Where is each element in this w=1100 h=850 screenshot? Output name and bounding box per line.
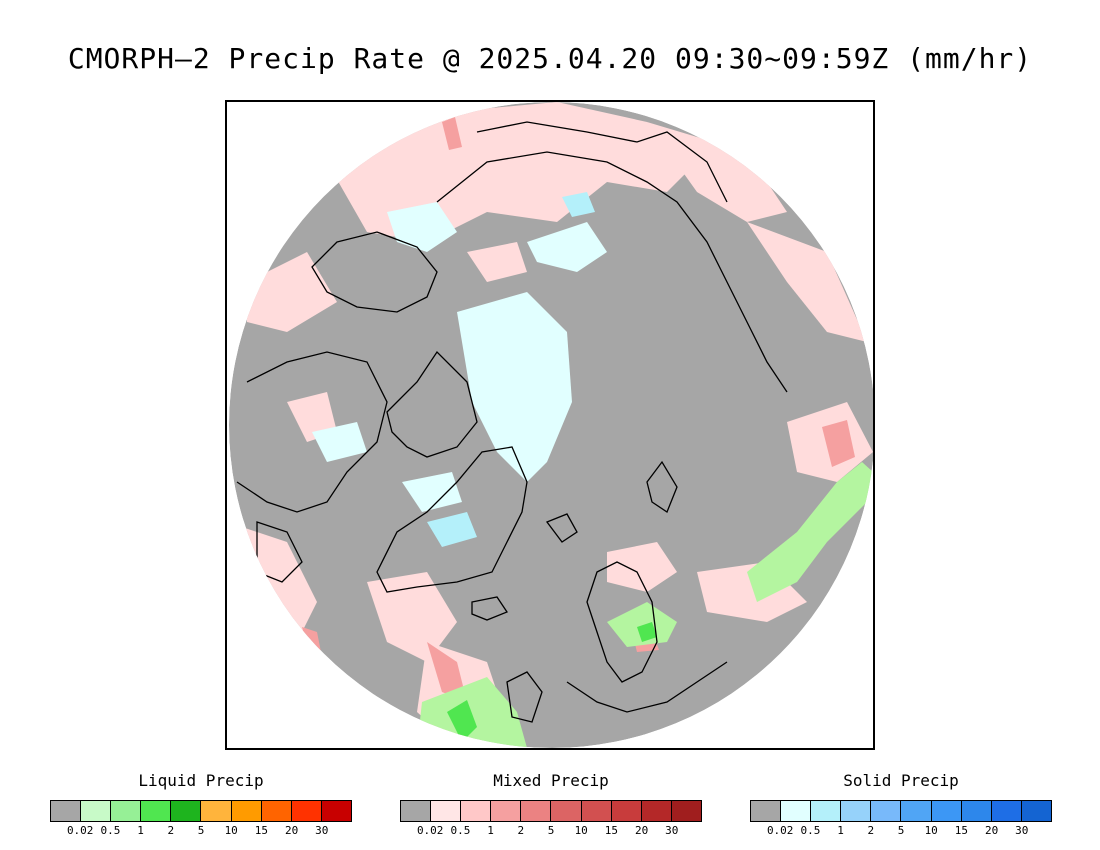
legend-tick: 10 — [574, 824, 588, 837]
legend-swatch — [931, 801, 962, 821]
legend-swatch — [751, 801, 782, 821]
legend-swatch — [141, 801, 172, 821]
legend-tick: 1 — [137, 824, 144, 837]
alaska-coast — [311, 231, 438, 313]
polar-map-svg — [229, 102, 873, 748]
legend-tick: 1 — [487, 824, 494, 837]
liquid-precip-light-areas — [417, 462, 873, 748]
legend-tick: 0.02 — [766, 824, 794, 837]
svalbard-coast — [545, 513, 578, 543]
solid-precip-medium-areas — [427, 192, 595, 547]
legend-swatch — [1021, 801, 1051, 821]
canada-mainland-coast — [236, 351, 388, 513]
eastern-siberia-coast — [476, 121, 728, 203]
legend-label: Liquid Precip — [138, 771, 264, 790]
iceland-coast — [471, 596, 508, 621]
legend-tick: 2 — [867, 824, 875, 837]
legend-tick-labels: 0.02 0.5 1 2 5 10 15 20 30 — [400, 824, 702, 838]
legend-mixed: Mixed Precip 0.02 0.5 1 2 5 10 15 20 30 — [400, 770, 702, 838]
legend-swatch — [81, 801, 112, 821]
legend-tick: 15 — [254, 824, 269, 837]
solid-precip-light-areas — [312, 202, 607, 512]
legend-tick-labels: 0.02 0.5 1 2 5 10 15 20 30 — [50, 824, 352, 838]
legend-tick: 30 — [315, 824, 329, 837]
legend-tick: 30 — [1015, 824, 1029, 837]
legend-swatch — [491, 801, 522, 821]
legend-tick: 10 — [924, 824, 938, 837]
legend-solid: Solid Precip 0.02 0.5 1 2 5 10 15 20 30 — [750, 770, 1052, 838]
legend-label: Solid Precip — [843, 771, 959, 790]
legend-swatch — [521, 801, 552, 821]
europe-coast — [566, 661, 728, 713]
legend-tick: 10 — [224, 824, 238, 837]
legend-swatch — [291, 801, 322, 821]
legend-color-bar — [50, 800, 352, 822]
legend-swatch — [641, 801, 672, 821]
legend-tick: 20 — [284, 824, 299, 837]
legend-color-bar — [750, 800, 1052, 822]
legend-swatch — [611, 801, 642, 821]
legend-swatch — [431, 801, 462, 821]
legend-tick: 2 — [167, 824, 175, 837]
legend-tick: 0.02 — [416, 824, 444, 837]
legend-tick: 2 — [517, 824, 525, 837]
legend-swatch — [961, 801, 992, 821]
liquid-precip-medium-areas — [447, 622, 657, 742]
legend-tick: 20 — [984, 824, 999, 837]
legend-tick: 5 — [547, 824, 555, 837]
canadian-archipelago-coast — [386, 350, 478, 458]
chart-title: CMORPH—2 Precip Rate @ 2025.04.20 09:30~… — [67, 42, 1033, 75]
legend-tick-labels: 0.02 0.5 1 2 5 10 15 20 30 — [750, 824, 1052, 838]
legend-liquid: Liquid Precip 0.02 0.5 1 2 5 10 15 20 30 — [50, 770, 352, 838]
siberia-coast — [436, 151, 788, 393]
legend-tick: 5 — [897, 824, 905, 837]
legend-tick: 15 — [954, 824, 969, 837]
legend-tick: 1 — [837, 824, 844, 837]
legend-swatch — [671, 801, 701, 821]
legend-swatch — [581, 801, 612, 821]
legend-swatch — [231, 801, 262, 821]
legend-swatch — [901, 801, 932, 821]
legend-tick: 30 — [665, 824, 679, 837]
legend-tick: 20 — [634, 824, 649, 837]
legend-tick: 0.5 — [800, 824, 821, 837]
legend-swatch — [111, 801, 142, 821]
legend-color-bar — [400, 800, 702, 822]
legend-swatch — [201, 801, 232, 821]
novaya-zemlya-coast — [646, 460, 678, 513]
coastlines — [236, 121, 788, 723]
legend-swatch — [321, 801, 351, 821]
legend-tick: 5 — [197, 824, 205, 837]
legend-swatch — [461, 801, 492, 821]
legend-swatch — [51, 801, 82, 821]
legend-swatch — [811, 801, 842, 821]
legend-swatch — [871, 801, 902, 821]
legend-swatch — [171, 801, 202, 821]
legend-tick: 0.02 — [66, 824, 94, 837]
legend-swatch — [841, 801, 872, 821]
legend-swatch — [261, 801, 292, 821]
greenland-coast — [376, 446, 528, 593]
legend-swatch — [991, 801, 1022, 821]
precip-map — [225, 100, 875, 750]
legend-swatch — [781, 801, 812, 821]
legend-tick: 15 — [604, 824, 619, 837]
scandinavia-coast — [586, 561, 658, 683]
legend-tick: 0.5 — [100, 824, 121, 837]
legend-tick: 0.5 — [450, 824, 471, 837]
legend-swatch — [551, 801, 582, 821]
british-isles-coast — [506, 671, 543, 723]
legend-swatch — [401, 801, 432, 821]
legend-label: Mixed Precip — [493, 771, 609, 790]
